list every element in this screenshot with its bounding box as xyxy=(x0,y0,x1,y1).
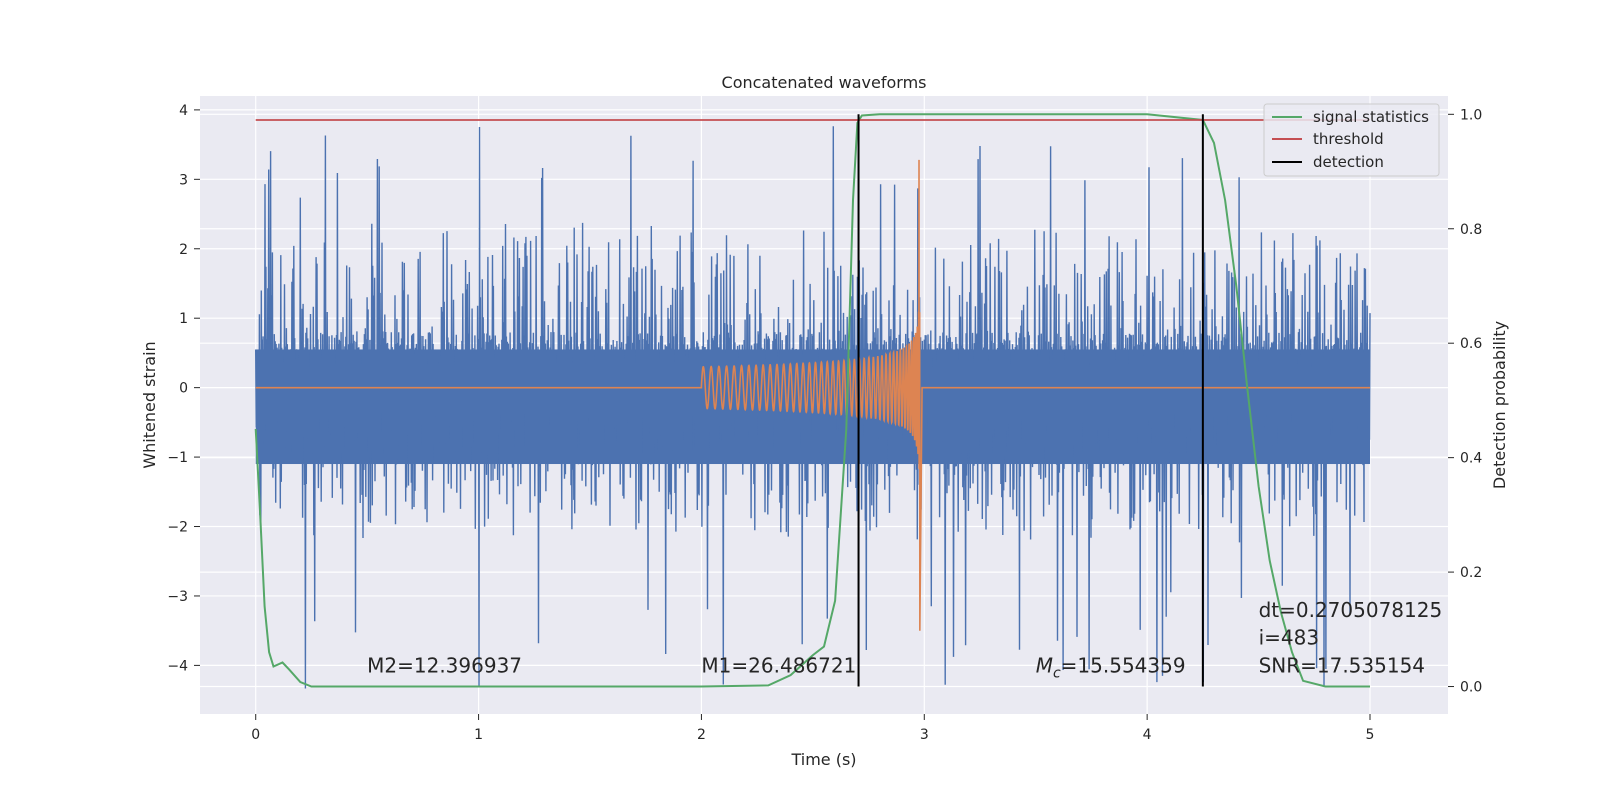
x-tick-label: 1 xyxy=(474,727,483,743)
y2-tick-label: 0.0 xyxy=(1460,680,1482,696)
y2-tick-label: 1.0 xyxy=(1460,107,1482,123)
chart-title: Concatenated waveforms xyxy=(722,73,927,92)
annotation-text: M1=26.486721 xyxy=(701,653,856,677)
legend: signal statistics threshold detection xyxy=(1263,103,1440,177)
y-tick-label: 0 xyxy=(179,381,188,397)
y-tick-label: 3 xyxy=(179,172,188,188)
x-tick-label: 3 xyxy=(920,727,929,743)
annotation-text: dt=0.2705078125 xyxy=(1259,598,1443,622)
y-tick-label: −1 xyxy=(167,450,188,466)
y2-tick-label: 0.4 xyxy=(1460,451,1482,467)
annotation-text: M2=12.396937 xyxy=(367,653,522,677)
y-tick-label: −2 xyxy=(167,520,188,536)
y2-tick-label: 0.8 xyxy=(1460,222,1482,238)
legend-box xyxy=(1263,103,1440,177)
annotation-text: SNR=17.535154 xyxy=(1259,653,1425,677)
noise-trace xyxy=(255,126,1371,689)
x-axis-ticks: 0 1 2 3 4 5 xyxy=(251,714,1374,743)
annotations: M2=12.396937 M1=26.486721 Mc=15.554359 SNR=… xyxy=(367,598,1442,682)
x-tick-label: 5 xyxy=(1366,727,1375,743)
annotation-text: i=483 xyxy=(1259,626,1320,650)
x-tick-label: 2 xyxy=(697,727,706,743)
x-tick-label: 4 xyxy=(1143,727,1152,743)
y-tick-label: −4 xyxy=(167,658,188,674)
annotation-text: Mc=15.554359 xyxy=(1036,653,1186,681)
legend-label-threshold: threshold xyxy=(1313,130,1384,148)
y-axis-label: Whitened strain xyxy=(140,341,159,468)
legend-label-signal-statistics: signal statistics xyxy=(1313,108,1429,126)
x-axis-label: Time (s) xyxy=(790,750,856,769)
chirp-series xyxy=(255,159,1370,631)
legend-label-detection: detection xyxy=(1313,153,1384,171)
y-tick-label: 2 xyxy=(179,242,188,258)
y2-tick-label: 0.6 xyxy=(1460,336,1482,352)
chirp-trace xyxy=(255,159,1370,631)
y-tick-label: −3 xyxy=(167,589,188,605)
probability-series xyxy=(254,113,1370,688)
y-tick-label: 1 xyxy=(179,311,188,327)
y2-tick-label: 0.2 xyxy=(1460,565,1482,581)
signal-statistics-line xyxy=(254,113,1370,688)
x-tick-label: 0 xyxy=(251,727,260,743)
right-axis-ticks: 0.0 0.2 0.4 0.6 0.8 1.0 xyxy=(1448,107,1482,696)
left-axis-ticks: −4 −3 −2 −1 0 1 2 3 4 xyxy=(167,103,200,674)
y-tick-label: 4 xyxy=(179,103,188,119)
y2-axis-label: Detection probability xyxy=(1490,321,1509,489)
